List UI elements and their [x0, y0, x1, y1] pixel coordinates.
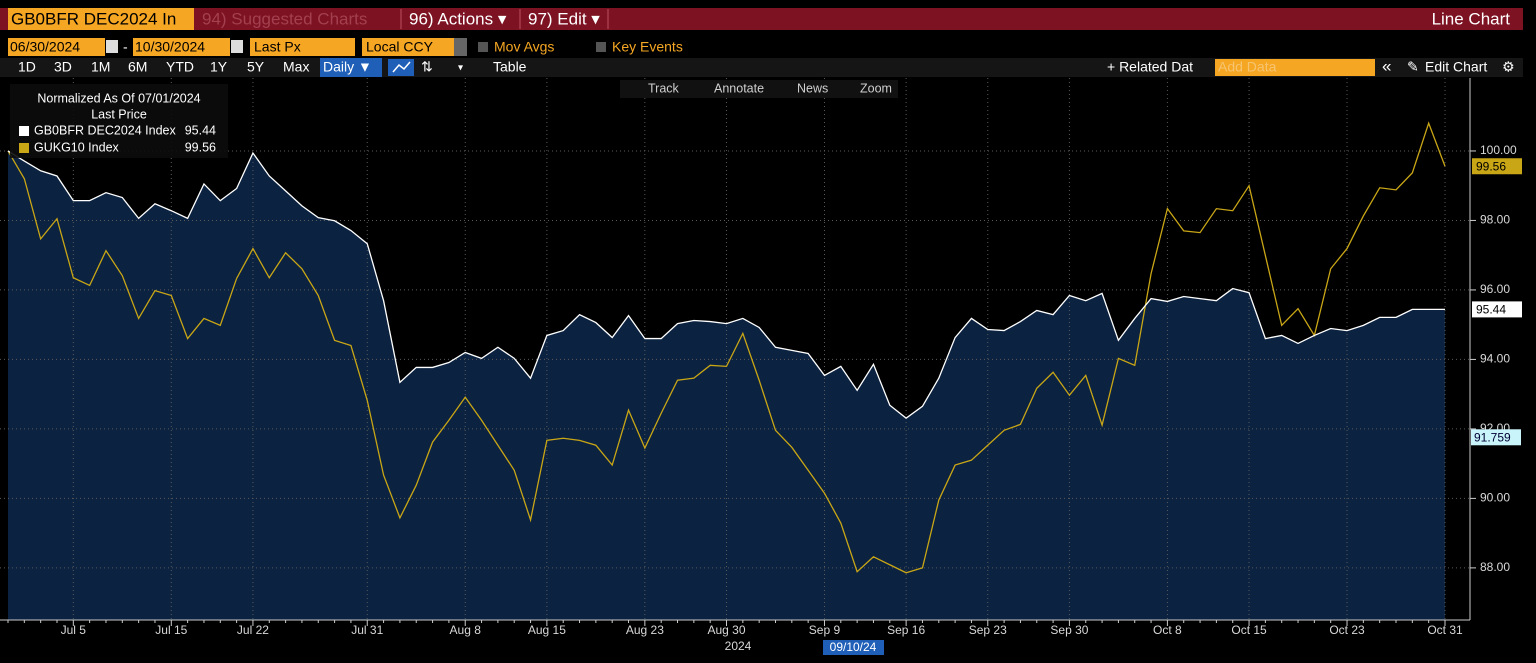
range-button[interactable]: YTD: [166, 59, 194, 75]
start-date-box[interactable]: [8, 38, 105, 56]
legend-subtitle: Last Price: [91, 107, 147, 121]
x-tick-label: Oct 31: [1427, 623, 1463, 637]
line: [7, 121, 1446, 574]
collapse[interactable]: «: [1382, 56, 1391, 75]
start-date[interactable]: 06/30/2024: [10, 39, 80, 55]
pencil-icon[interactable]: ✎: [1407, 59, 1419, 75]
bar-style-button[interactable]: ⇅: [421, 59, 433, 75]
x-tick-label: Aug 23: [626, 623, 664, 637]
legend: Normalized As Of 07/01/2024 Last Price GB0…: [10, 84, 228, 158]
actions-menu[interactable]: 96) Actions ▾: [409, 9, 507, 28]
frequency[interactable]: Daily ▼: [323, 59, 372, 75]
key-events[interactable]: Key Events: [612, 39, 683, 55]
x-tick-label: Sep 16: [887, 623, 925, 637]
x-tick-label: Oct 8: [1153, 623, 1182, 637]
x-tick-label: Jul 31: [351, 623, 383, 637]
line: [7, 150, 1445, 419]
y-tick-label: 100.00: [1480, 143, 1517, 157]
settings-icon[interactable]: ⚙: [1502, 59, 1515, 75]
x-tick-label: Jul 22: [237, 623, 269, 637]
crosshair-value: 91.759: [1474, 430, 1511, 444]
legend-label: GUKG10 Index: [34, 140, 120, 154]
legend-title: Normalized As Of 07/01/2024: [37, 91, 200, 105]
add-data-box[interactable]: [1215, 59, 1375, 76]
currency[interactable]: Local CCY: [366, 39, 434, 55]
y-tick-label: 96.00: [1480, 282, 1510, 296]
tool-button[interactable]: News: [797, 81, 828, 95]
x-tick-label: Oct 23: [1329, 623, 1365, 637]
x-tick-label: Sep 9: [809, 623, 841, 637]
legend-box: [10, 84, 228, 158]
x-tick-label: Sep 30: [1050, 623, 1088, 637]
ticker[interactable]: GB0BFR DEC2024 In: [11, 9, 176, 28]
legend-value: 95.44: [185, 123, 216, 137]
date-separator: -: [123, 39, 128, 55]
suggested-charts[interactable]: 94) Suggested Charts: [202, 9, 367, 28]
range-button[interactable]: 1M: [91, 59, 110, 75]
x-tick-label: Jul 5: [61, 623, 87, 637]
legend-swatch: [19, 126, 29, 136]
x-tick-label: Oct 15: [1231, 623, 1267, 637]
checkbox[interactable]: [596, 42, 606, 52]
currency-box[interactable]: [362, 38, 454, 56]
range-button[interactable]: 5Y: [247, 59, 265, 75]
x-tick-label: Sep 23: [969, 623, 1007, 637]
crosshair-date-box: [823, 640, 884, 655]
title-bar: [0, 8, 1523, 30]
field[interactable]: Last Px: [254, 39, 301, 55]
y-tick-label: 98.00: [1480, 213, 1510, 227]
related-data[interactable]: + Related Dat: [1107, 59, 1193, 75]
calendar-icon[interactable]: [231, 40, 243, 53]
checkbox[interactable]: [478, 42, 488, 52]
legend-label: GB0BFR DEC2024 Index: [34, 123, 176, 137]
y-tick-label: 94.00: [1480, 352, 1510, 366]
end-date[interactable]: 10/30/2024: [135, 39, 205, 55]
range-button[interactable]: 1D: [18, 59, 36, 75]
edit-menu[interactable]: 97) Edit ▾: [528, 9, 600, 28]
range-buttons: 1D 3D 1M 6M YTD 1Y 5Y Max: [18, 59, 309, 75]
x-tick-label: Aug 15: [528, 623, 566, 637]
edit-chart[interactable]: Edit Chart: [1425, 59, 1487, 75]
last-value: 95.44: [1476, 303, 1506, 317]
tool-button[interactable]: Annotate: [714, 81, 764, 95]
last-value: 99.56: [1476, 159, 1506, 173]
field-box[interactable]: [250, 38, 355, 56]
last-value-box: [1472, 301, 1522, 318]
range-button[interactable]: 3D: [54, 59, 72, 75]
range-button[interactable]: 6M: [128, 59, 147, 75]
crosshair-box: [1471, 429, 1521, 446]
y-tick-label: 88.00: [1480, 560, 1510, 574]
plot-area: 88.0090.0092.0094.0096.0098.00100.00Jul …: [0, 78, 1522, 655]
y-tick-label: 90.00: [1480, 491, 1510, 505]
dropdown-button[interactable]: [454, 38, 467, 56]
area: [8, 150, 1445, 620]
table-button[interactable]: Table: [493, 59, 527, 75]
legend-swatch: [19, 143, 29, 153]
tool-button[interactable]: Zoom: [860, 81, 892, 95]
range-button[interactable]: Max: [283, 59, 309, 75]
year-label: 2024: [725, 639, 752, 653]
x-tick-label: Aug 8: [450, 623, 482, 637]
style-dropdown[interactable]: ▾: [458, 63, 463, 74]
line-icon: [392, 61, 411, 73]
last-value-box: [1472, 158, 1522, 175]
mov-avgs[interactable]: Mov Avgs: [494, 39, 554, 55]
ticker-box[interactable]: [8, 8, 194, 30]
calendar-icon[interactable]: [106, 40, 118, 53]
x-tick-label: Jul 15: [155, 623, 187, 637]
legend-value: 99.56: [185, 140, 216, 154]
crosshair-date: 09/10/24: [830, 640, 877, 654]
range-button[interactable]: 1Y: [210, 59, 228, 75]
chart-kind: Line Chart: [1432, 9, 1511, 28]
end-date-box[interactable]: [133, 38, 230, 56]
frequency-box[interactable]: [320, 58, 382, 77]
add-data[interactable]: Add Data: [1218, 59, 1277, 75]
tools-bar: [620, 80, 898, 98]
x-tick-label: Aug 30: [707, 623, 745, 637]
tool-button[interactable]: Track: [648, 81, 680, 95]
